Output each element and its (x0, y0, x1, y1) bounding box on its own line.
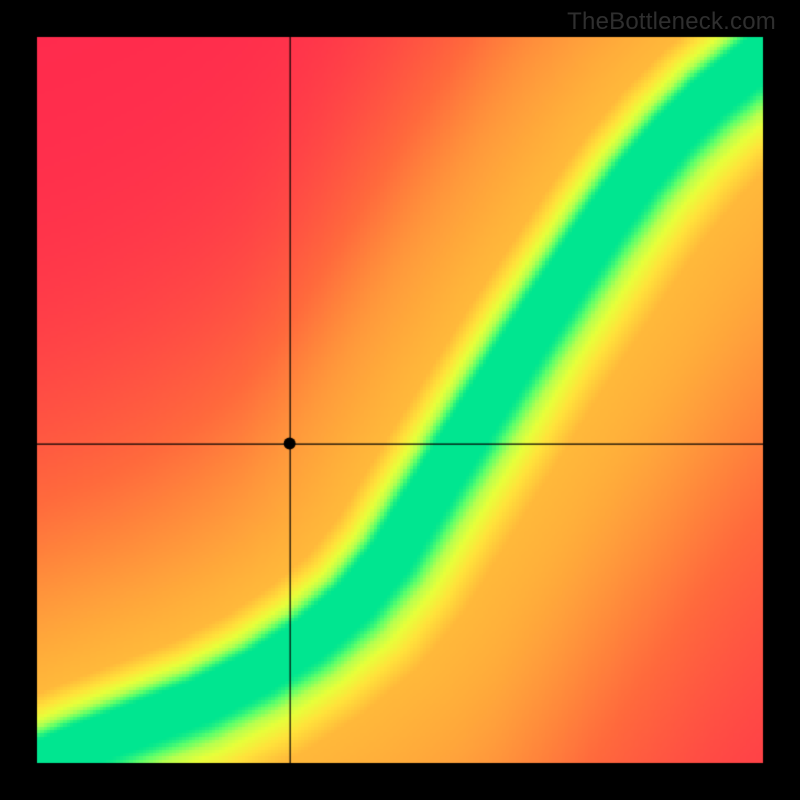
heatmap-canvas (0, 0, 800, 800)
chart-frame: TheBottleneck.com (0, 0, 800, 800)
